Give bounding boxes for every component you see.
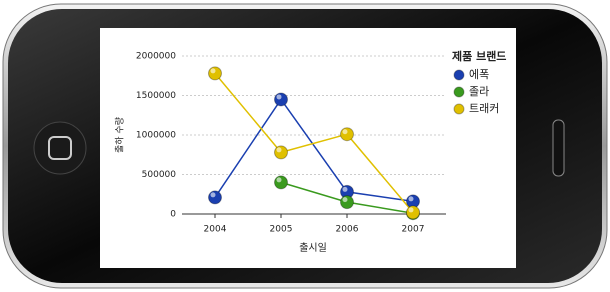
data-point [341,196,354,209]
point-highlight [343,197,348,202]
y-tick-label: 500000 [142,170,177,180]
home-button [34,122,86,174]
data-point [275,176,288,189]
legend-title: 제품 브랜드 [452,49,506,63]
x-tick-label: 2004 [204,225,227,235]
y-tick-label: 1500000 [136,91,176,101]
x-axis-label: 출시일 [299,242,327,254]
speaker [553,120,564,176]
data-point [407,206,420,219]
data-point [209,67,222,80]
phone-screenshot: 출시일 출하 수량 제품 브랜드 0 500000 1000000 1500000 20… [0,0,610,292]
point-highlight [409,196,414,201]
point-highlight [343,187,348,192]
y-tick-label: 0 [170,210,176,220]
point-highlight [409,207,414,212]
legend-label: 에폭 [469,68,489,81]
point-highlight [277,177,282,182]
legend-marker [454,104,464,114]
point-highlight [343,129,348,134]
legend-marker [454,87,464,97]
legend-marker [454,70,464,80]
point-highlight [277,94,282,99]
legend-label: 졸라 [469,85,489,98]
screen [100,28,516,268]
legend-label: 트래커 [469,102,499,115]
x-tick-label: 2005 [270,225,293,235]
data-point [341,128,354,141]
x-tick-label: 2006 [336,225,359,235]
point-highlight [211,68,216,73]
point-highlight [277,147,282,152]
y-tick-label: 2000000 [136,52,176,62]
y-tick-label: 1000000 [136,131,176,141]
x-tick-label: 2007 [402,225,425,235]
data-point [209,191,222,204]
point-highlight [211,192,216,197]
data-point [275,146,288,159]
y-axis-label: 출하 수량 [114,117,126,153]
data-point [275,93,288,106]
